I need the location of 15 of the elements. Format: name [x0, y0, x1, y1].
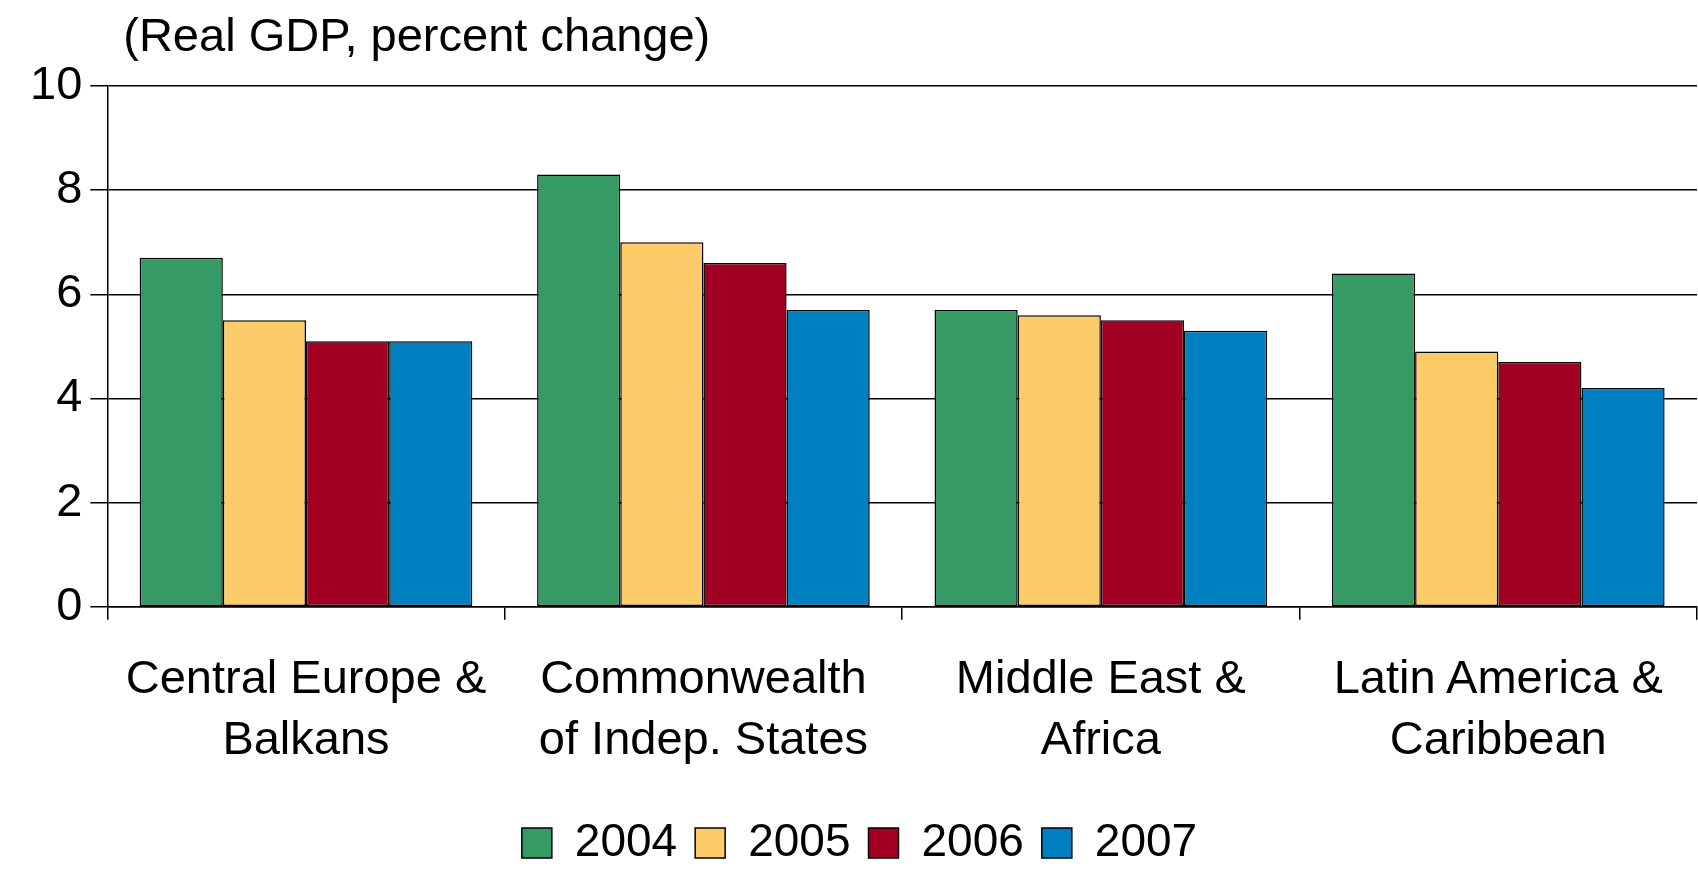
x-tick-label: Middle East & Africa: [955, 650, 1246, 765]
y-tick-label: 0: [56, 576, 83, 630]
legend-label: 2006: [921, 813, 1024, 866]
legend-label: 2007: [1094, 813, 1198, 866]
y-tick-label: 6: [56, 264, 83, 318]
x-tick-label: Latin America & Caribbean: [1333, 650, 1663, 765]
y-tick-label: 4: [56, 368, 83, 422]
y-tick-label: 10: [30, 55, 83, 109]
y-axis-title: (Real GDP, percent change): [123, 7, 711, 61]
y-tick-label: 2: [56, 472, 83, 526]
x-tick-label: Central Europe & Balkans: [125, 650, 487, 765]
legend-label: 2005: [748, 813, 851, 866]
x-tick-label: Commonwealth of Indep. States: [538, 650, 869, 765]
legend-label: 2004: [574, 813, 678, 866]
y-tick-label: 8: [56, 160, 83, 214]
